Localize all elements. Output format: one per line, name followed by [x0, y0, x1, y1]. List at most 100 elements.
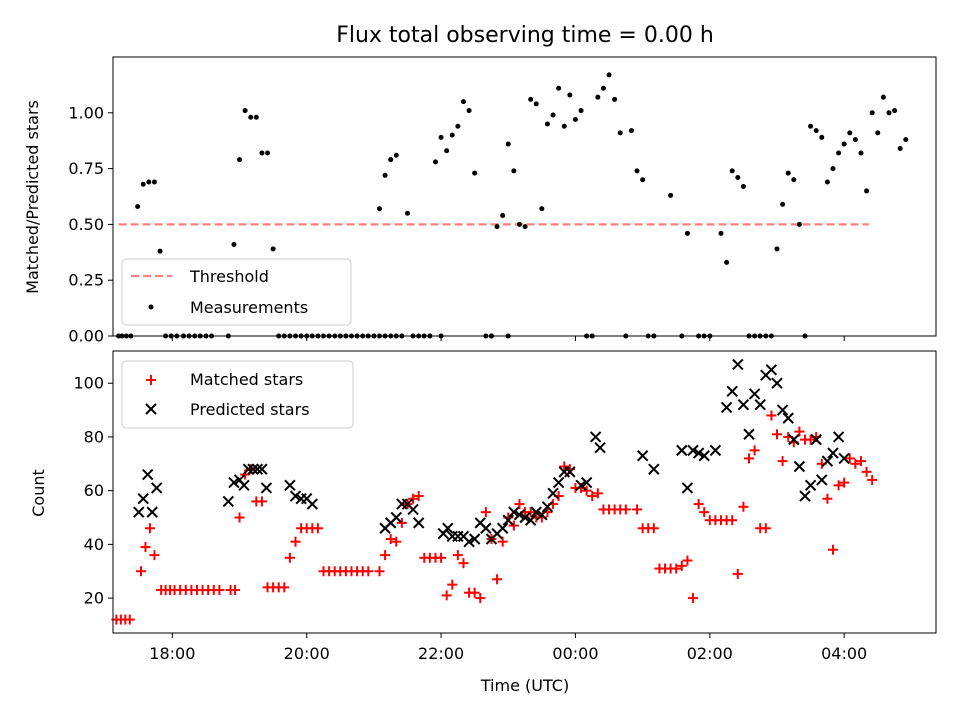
measurement-point [735, 175, 741, 181]
top-y-tick-label: 0.75 [68, 159, 104, 178]
measurement-point [270, 246, 276, 252]
top-y-tick-label: 0.25 [68, 271, 104, 290]
matched-star-point [592, 488, 603, 499]
measurement-point [830, 166, 836, 172]
matched-star-point [699, 507, 710, 518]
measurement-point [237, 157, 243, 163]
top-y-axis-label: Matched/Predicted stars [23, 100, 42, 294]
matched-star-point [312, 523, 323, 534]
predicted-star-point [698, 450, 710, 462]
matched-star-point [833, 480, 844, 491]
bottom-y-axis-label: Count [29, 469, 48, 517]
bottom-y-tick-label: 40 [84, 535, 104, 554]
measurement-point [634, 168, 640, 174]
measurement-point [376, 206, 382, 212]
predicted-star-point [676, 444, 688, 457]
matched-star-point [844, 453, 855, 464]
measurement-point [533, 101, 539, 107]
predicted-star-point [442, 522, 454, 534]
matched-star-point [374, 566, 385, 577]
matched-star-point [124, 614, 135, 625]
measurement-point [146, 179, 152, 185]
matched-star-point [749, 445, 760, 456]
matched-star-point [256, 496, 267, 507]
matched-star-point [230, 585, 241, 596]
measurement-point [556, 85, 562, 91]
measurement-point [740, 183, 746, 189]
measurement-point [858, 150, 864, 156]
measurement-point [494, 224, 500, 230]
matched-star-point [738, 501, 749, 512]
measurement-point [500, 212, 506, 218]
predicted-star-point [260, 482, 273, 494]
matched-star-point [290, 536, 301, 547]
matched-star-point [447, 579, 458, 590]
matched-star-point [760, 523, 771, 534]
top-y-tick-label: 0.50 [68, 215, 104, 234]
measurement-point [561, 123, 567, 129]
measurement-point [253, 114, 259, 120]
measurement-point [382, 172, 388, 178]
predicted-star-point [832, 431, 845, 443]
measurement-point [595, 94, 601, 100]
predicted-star-point [390, 511, 402, 524]
predicted-star-point [530, 506, 542, 518]
matched-star-point [648, 523, 659, 534]
measurement-point [444, 148, 450, 154]
predicted-star-point [692, 447, 705, 459]
measurement-point [847, 130, 853, 136]
predicted-star-point [793, 460, 806, 473]
bottom-y-tick-label: 100 [73, 374, 104, 393]
measurement-point [460, 99, 466, 105]
measurement-point [886, 110, 892, 116]
predicted-star-point [552, 476, 565, 489]
predicted-star-point [541, 501, 554, 513]
matched-star-point [497, 536, 508, 547]
measurement-point [432, 159, 438, 165]
measurement-point [544, 121, 550, 127]
x-tick-label: 00:00 [552, 644, 598, 663]
predicted-star-point [480, 522, 492, 534]
predicted-star-point [743, 428, 755, 440]
matched-star-point [452, 550, 463, 561]
matched-star-point [744, 453, 755, 464]
matched-star-point [682, 555, 693, 566]
predicted-star-point [289, 490, 302, 502]
matched-star-point [408, 493, 419, 504]
predicted-star-point [513, 509, 526, 521]
measurement-point [852, 137, 858, 143]
predicted-star-point [519, 511, 531, 524]
matched-star-point [214, 585, 225, 596]
predicted-star-point [816, 474, 828, 486]
predicted-star-point [242, 463, 255, 475]
matched-star-point [827, 544, 838, 555]
bottom-y-axis: 20 40 60 80 100 [73, 374, 113, 608]
measurement-point [516, 221, 522, 227]
predicted-star-point [306, 498, 319, 510]
measurement-point [612, 96, 618, 102]
matched-star-point [632, 504, 643, 515]
matched-star-point [480, 507, 491, 518]
matched-stars-legend-swatch [146, 375, 156, 385]
measurement-point [774, 246, 780, 252]
predicted-star-point [547, 487, 559, 500]
predicted-star-point [502, 514, 514, 526]
measurement-point [813, 128, 819, 134]
x-tick-label: 20:00 [284, 644, 330, 663]
predicted-star-point [765, 364, 778, 376]
matched-star-point [620, 504, 631, 515]
matched-star-point [492, 574, 503, 585]
predicted-star-point [737, 399, 750, 411]
matched-star-point [559, 461, 570, 472]
measurement-point [724, 259, 730, 265]
predicted-star-point [838, 452, 850, 465]
bottom-y-tick-label: 80 [84, 427, 104, 446]
matched-star-point [861, 466, 872, 477]
predicted-star-point [720, 401, 733, 414]
bottom-y-tick-label: 20 [84, 589, 104, 608]
predicted-star-point [256, 463, 268, 475]
predicted-star-point [146, 506, 158, 518]
matched-star-point [587, 491, 598, 502]
